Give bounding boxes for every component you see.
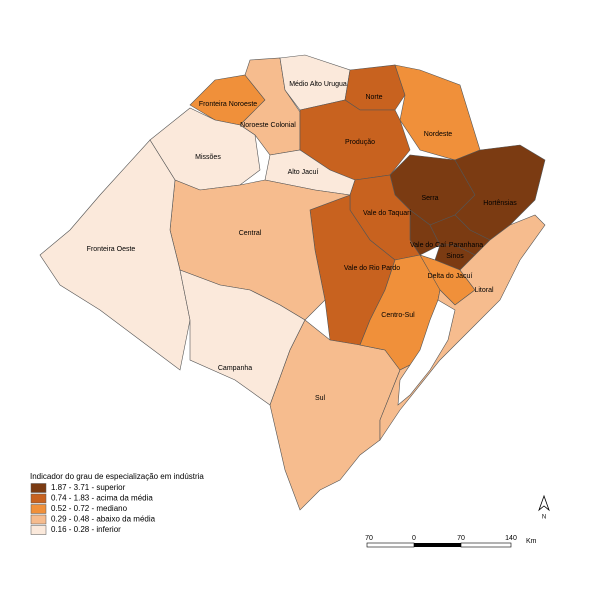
legend-swatch xyxy=(30,525,47,535)
legend-swatch xyxy=(30,514,47,525)
scale-label: 70 xyxy=(457,535,465,542)
region-label: Hortênsias xyxy=(483,200,517,207)
region-label: Noroeste Colonial xyxy=(240,122,296,129)
north-arrow: N xyxy=(538,494,550,521)
region-label: Vale do Taquari xyxy=(363,210,411,217)
region-label: Vale do Rio Pardo xyxy=(344,265,400,272)
region-label: Vale do Caí xyxy=(410,242,446,249)
region-label: Norte xyxy=(365,94,382,101)
legend-label: 0.29 - 0.48 - abaixo da média xyxy=(51,515,156,524)
region xyxy=(39,139,191,371)
region-label: Campanha xyxy=(218,365,252,372)
region-label: Centro-Sul xyxy=(381,312,415,319)
region-label: Delta do Jacuí xyxy=(428,273,473,280)
north-label: N xyxy=(542,515,546,521)
scale-label: 140 xyxy=(505,535,517,542)
region-label: Sinos xyxy=(446,253,464,260)
north-arrow-shape xyxy=(538,494,550,512)
legend: Indicador do grau de especialização em i… xyxy=(30,472,204,535)
scale-unit: Km xyxy=(526,538,537,545)
region-label: Fronteira Noroeste xyxy=(199,101,257,108)
scale-label: 0 xyxy=(412,535,416,542)
legend-label: 0.74 - 1.83 - acima da média xyxy=(51,494,153,503)
legend-swatch xyxy=(30,493,47,504)
scale-label: 70 xyxy=(365,535,373,542)
legend-label: 0.52 - 0.72 - mediano xyxy=(51,504,128,513)
legend-swatch xyxy=(30,483,47,493)
region-label: Paranhana xyxy=(449,242,483,249)
region-label: Produção xyxy=(345,139,375,146)
legend-label: 0.16 - 0.28 - inferior xyxy=(51,525,121,534)
region-labels: Fronteira Noroeste Noroeste Colonial Médio… xyxy=(87,81,518,402)
region-label: Litoral xyxy=(474,287,494,294)
lagoon xyxy=(397,299,456,406)
scale-segment xyxy=(460,542,512,548)
region-label: Nordeste xyxy=(424,131,453,138)
region-label: Médio Alto Urugua xyxy=(289,81,347,88)
legend-swatch xyxy=(30,504,47,514)
region-label: Sul xyxy=(315,395,326,402)
legend-label: 1.87 - 3.71 - superior xyxy=(51,483,126,492)
region-label: Fronteira Oeste xyxy=(87,246,136,253)
scale-bar: 70 0 70 140 Km xyxy=(365,535,537,548)
region-label: Serra xyxy=(421,195,438,202)
region-label: Missões xyxy=(195,154,221,161)
scale-segment xyxy=(366,542,415,548)
legend-title: Indicador do grau de especialização em i… xyxy=(30,472,204,481)
region xyxy=(379,214,546,441)
region-label: Alto Jacuí xyxy=(288,169,319,176)
regions xyxy=(39,54,546,511)
region xyxy=(344,64,406,111)
region-label: Central xyxy=(239,230,262,237)
scale-segment xyxy=(414,543,461,547)
